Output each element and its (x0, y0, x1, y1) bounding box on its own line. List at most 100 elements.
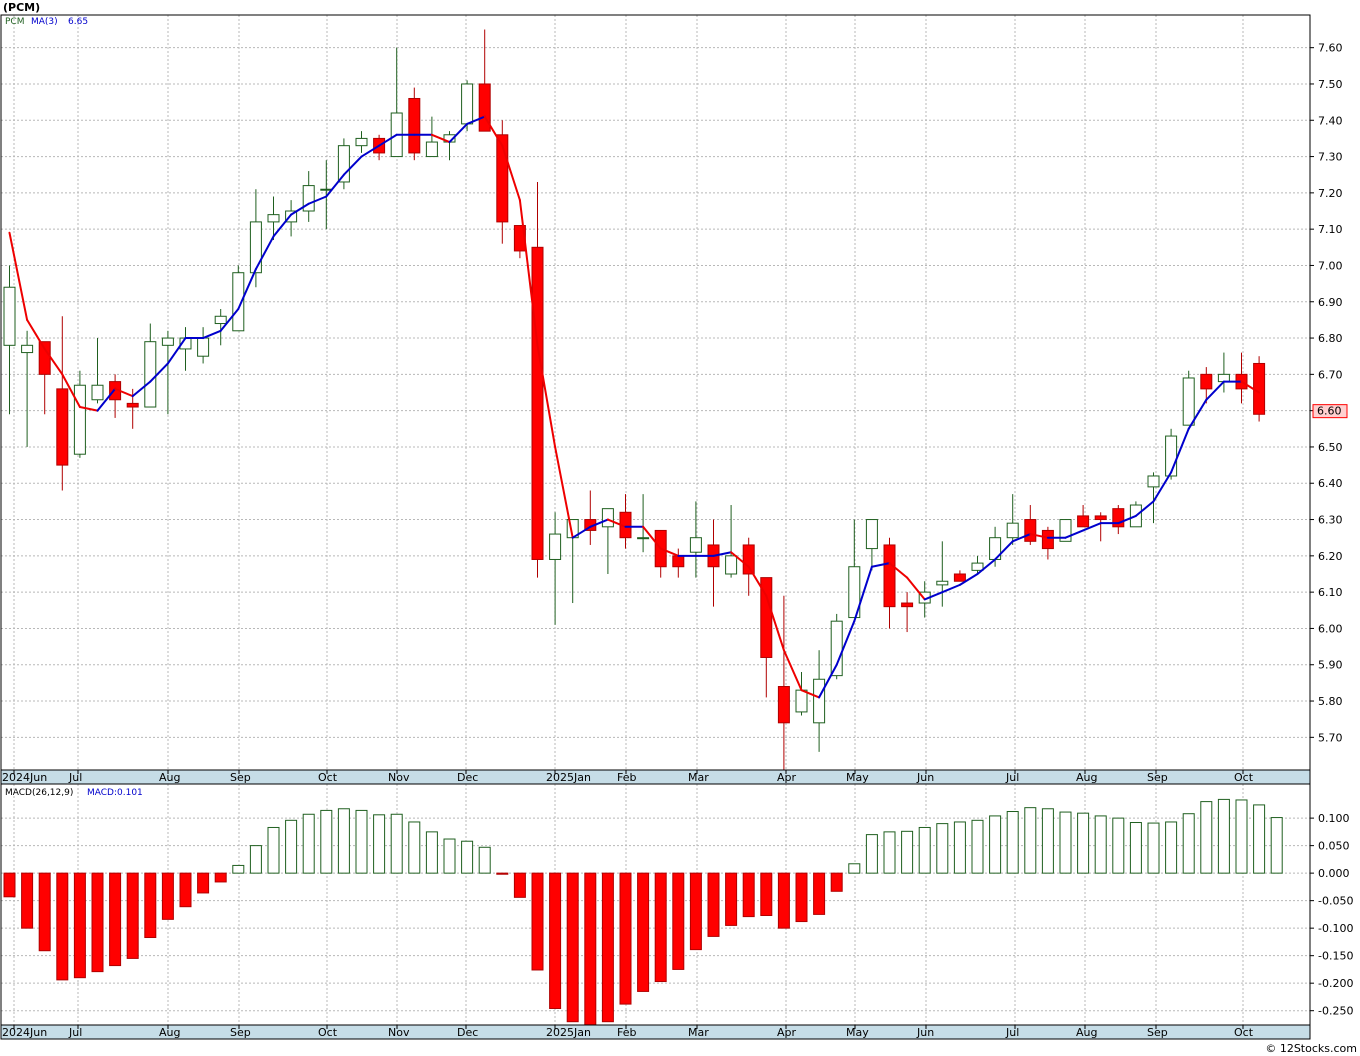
candle (91, 338, 104, 404)
candle-body-up (197, 337, 210, 357)
macd-bar-negative (161, 872, 174, 920)
macd-bar-positive (1129, 822, 1142, 874)
macd-bar-positive (1270, 817, 1283, 874)
macd-bar-positive (408, 821, 421, 874)
candle (161, 330, 174, 415)
candle (1094, 512, 1107, 542)
macd-month-label: Oct (318, 1026, 338, 1039)
candle (830, 613, 843, 680)
macd-bar-negative (197, 872, 210, 894)
macd-month-label: Sep (1147, 1026, 1168, 1039)
last-price-label: 6.60 (1317, 405, 1342, 418)
price-tick-label: 5.80 (1318, 695, 1343, 708)
price-month-label: Nov (388, 771, 410, 784)
ma-segment (765, 594, 785, 652)
macd-bar-positive (1253, 804, 1266, 874)
macd-month-label: Apr (777, 1026, 797, 1039)
ma-segment (448, 122, 469, 144)
candle (1200, 367, 1213, 404)
ma-segment (360, 144, 381, 158)
panel-frames (0, 14, 1311, 1040)
macd-bar-positive (461, 840, 474, 874)
macd-month-label: Feb (617, 1026, 636, 1039)
candle (1006, 494, 1019, 545)
candle-body-up (21, 344, 34, 354)
candle-body-down (38, 341, 51, 375)
macd-bar-negative (830, 872, 843, 892)
macd-bar-positive (285, 819, 298, 874)
macd-bar-positive (249, 845, 262, 874)
candle-body-down (1094, 515, 1107, 521)
macd-bar-negative (566, 872, 579, 1023)
ma-segment (1134, 500, 1155, 517)
candle (725, 505, 738, 578)
candle (1024, 505, 1037, 545)
macd-bar-positive (1077, 812, 1090, 874)
ma-segment (342, 155, 363, 176)
price-tick-label: 6.10 (1318, 586, 1343, 599)
ma-segment (1187, 398, 1208, 430)
macd-bar-negative (549, 872, 562, 1009)
macd-bar-positive (1112, 817, 1125, 874)
macd-month-label: 2025Jan (546, 1026, 591, 1039)
candle-body-down (901, 602, 914, 608)
macd-bar-negative (654, 872, 667, 983)
candle-body-up (637, 537, 650, 540)
macd-bar-negative (601, 872, 614, 1023)
price-tick-label: 6.70 (1318, 368, 1343, 381)
candle-body-down (777, 686, 790, 724)
candle (1112, 505, 1125, 535)
price-month-label: Sep (230, 771, 251, 784)
candle (232, 265, 245, 332)
macd-bar-positive (390, 813, 403, 874)
candle (21, 330, 34, 447)
ma-segment (958, 572, 979, 586)
ma-segment (712, 551, 733, 557)
price-month-label: May (846, 771, 869, 784)
price-month-label: Apr (777, 771, 797, 784)
candle-body-down (672, 555, 685, 568)
price-x-axis: 2024Jun Jul Aug Sep Oct Nov Dec 2025Jan Feb Mar Ap… (1, 770, 1310, 784)
macd-month-label: Jul (68, 1026, 82, 1039)
macd-bar-negative (813, 872, 826, 915)
ma-segment (96, 387, 117, 412)
candle-body-up (214, 315, 227, 325)
candle-body-down (1077, 515, 1090, 528)
candle (1041, 526, 1054, 560)
macd-bar-negative (584, 872, 597, 1026)
ma-segment (202, 329, 222, 340)
macd-bar-negative (179, 872, 192, 908)
macd-month-label: Dec (457, 1026, 478, 1039)
candle-body-up (971, 562, 984, 571)
candle (56, 316, 69, 491)
candle (3, 265, 16, 415)
macd-bar-negative (777, 872, 790, 929)
candle-body-down (1112, 508, 1125, 528)
candle-body-up (425, 141, 438, 158)
macd-month-label: Aug (159, 1026, 180, 1039)
ma-segment (1117, 514, 1137, 525)
macd-bar-positive (478, 846, 491, 874)
ma-segment (642, 525, 662, 550)
price-month-label: 2024Jun (2, 771, 47, 784)
candle-body-up (1059, 519, 1072, 542)
macd-bar-positive (883, 831, 896, 874)
macd-bar-positive (1006, 811, 1019, 874)
ma-segment (1152, 471, 1173, 503)
macd-month-label: Jul (1005, 1026, 1019, 1039)
price-tick-label: 5.90 (1318, 659, 1343, 672)
ma-segment (659, 547, 680, 557)
candle (73, 370, 86, 458)
ma-segment (483, 115, 504, 147)
macd-tick-label: -0.050 (1318, 895, 1353, 908)
macd-bar-negative (725, 872, 738, 926)
price-month-label: Jun (916, 771, 934, 784)
candle-body-up (689, 537, 702, 553)
candle-body-up (601, 508, 614, 528)
ma-segment (1082, 522, 1102, 532)
candle-body-up (267, 214, 280, 223)
macd-bar-negative (513, 872, 526, 898)
macd-bars (3, 798, 1283, 1026)
macd-bar-negative (91, 872, 104, 973)
